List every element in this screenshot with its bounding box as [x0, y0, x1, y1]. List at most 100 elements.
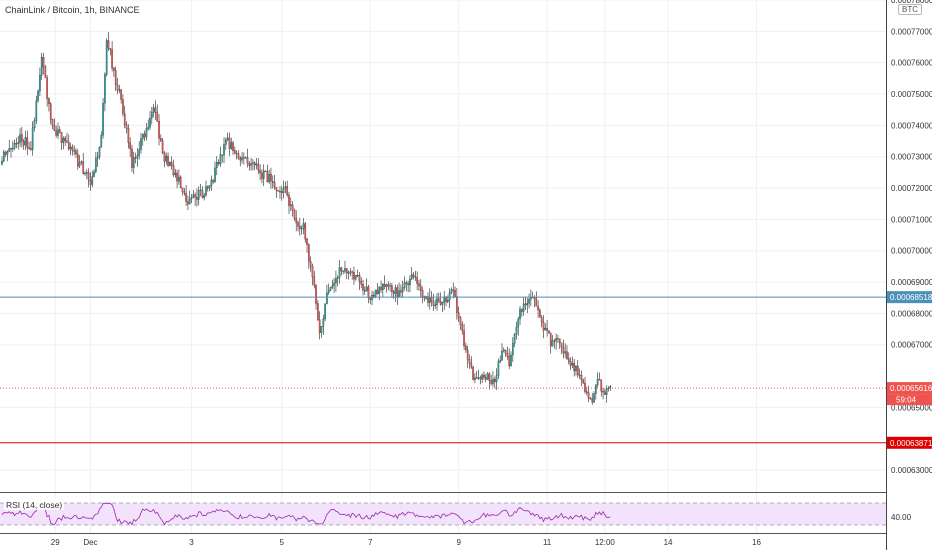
candle [456, 288, 458, 320]
candle [109, 48, 112, 56]
candle-body [465, 345, 467, 351]
candle [309, 256, 312, 272]
candle-body [463, 330, 465, 347]
candle-body [31, 127, 34, 150]
candle [510, 351, 512, 367]
candle [508, 348, 511, 370]
candle [398, 282, 400, 298]
candle-body [309, 261, 312, 267]
candle [569, 357, 572, 371]
candle [21, 126, 23, 148]
candle-body [208, 185, 211, 189]
candle [385, 283, 388, 293]
candle [221, 154, 224, 163]
candle [51, 118, 54, 130]
candle-body [447, 300, 449, 303]
candle-body [360, 281, 363, 285]
candle-body [185, 193, 187, 202]
candle-body [181, 187, 184, 192]
candle [67, 134, 70, 151]
candle [125, 121, 128, 134]
price-tick-label: 0.00065000 [891, 403, 932, 412]
candle [461, 321, 464, 335]
candle [120, 88, 122, 104]
candle-body [80, 161, 83, 163]
candle-body [580, 375, 583, 381]
candle-body [46, 77, 48, 99]
candle [564, 343, 566, 358]
candle-body [400, 290, 402, 293]
candle [437, 292, 440, 303]
candle-body [282, 187, 285, 194]
candle-body [510, 354, 512, 367]
axis-price-labels: 0.00068518 0.00065616 59:04 0.00063871 [887, 291, 932, 449]
candle-body [21, 134, 23, 142]
candle-body [280, 191, 283, 194]
rsi-pane[interactable]: 40.00 [0, 502, 912, 526]
candle-body [176, 172, 178, 182]
candle [241, 152, 243, 164]
candle [522, 296, 525, 316]
candle-body [475, 377, 478, 379]
candle-body [401, 287, 404, 293]
candle-body [131, 148, 133, 168]
candle-body [114, 70, 117, 85]
candle-body [300, 228, 303, 230]
time-tick-label: 16 [752, 538, 761, 547]
candle-body [418, 283, 420, 286]
candle [86, 169, 88, 179]
candle [530, 289, 532, 307]
candle-body [387, 284, 390, 287]
time-tick-label: 12:00 [595, 538, 616, 547]
candle [102, 98, 104, 139]
candle-body [86, 172, 88, 174]
candle-body [443, 296, 446, 303]
candle-body [468, 359, 471, 364]
candle-body [26, 137, 29, 148]
candle [197, 186, 200, 206]
rsi-label[interactable]: RSI (14, close) [4, 500, 65, 510]
candle [66, 132, 68, 144]
candle [297, 220, 299, 232]
candle-body [109, 48, 112, 50]
horizontal-lines[interactable] [0, 296, 886, 444]
candle [566, 345, 568, 361]
candle [46, 74, 48, 107]
candle [562, 339, 565, 359]
candle-body [385, 284, 388, 287]
candle [535, 291, 538, 307]
candle-body [479, 377, 482, 380]
candle-body [557, 338, 559, 340]
candle [313, 270, 316, 289]
candle [354, 275, 357, 281]
candle [143, 130, 146, 142]
candle [593, 391, 595, 403]
time-axis[interactable]: 29 Dec 3 5 7 9 11 12:00 14 16 [51, 538, 762, 547]
candle-body [405, 282, 408, 284]
candle-body [84, 172, 86, 175]
candle-body [376, 289, 379, 294]
candle [161, 137, 164, 155]
candle [472, 365, 474, 381]
candle [84, 171, 86, 176]
price-axis[interactable]: 0.00063000 0.00065000 0.00067000 0.00068000… [891, 0, 932, 475]
price-tick-label: 0.00077000 [891, 27, 932, 36]
candle-body [600, 379, 603, 392]
candle-body [419, 285, 422, 291]
candle [252, 159, 254, 171]
currency-badge[interactable]: BTC [898, 4, 922, 15]
candle-body [501, 350, 503, 361]
candle-body [264, 170, 267, 172]
candle [555, 333, 557, 350]
candle-body [396, 287, 399, 297]
candle-body [504, 349, 507, 354]
candle [585, 386, 588, 396]
candle [454, 286, 456, 298]
candle [58, 126, 61, 134]
candle-body [546, 328, 548, 331]
candle [441, 301, 444, 313]
candle-body [582, 379, 585, 384]
candle-body [17, 142, 20, 145]
